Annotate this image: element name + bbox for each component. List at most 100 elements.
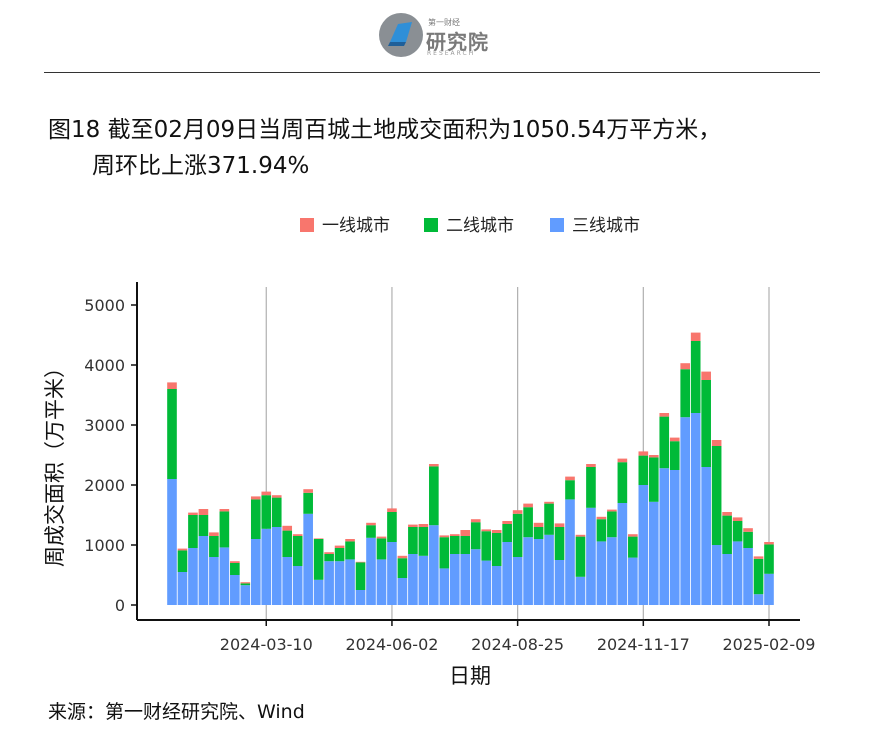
- bar-segment: [188, 548, 198, 605]
- bar-segment: [177, 548, 188, 551]
- bar-segment: [418, 527, 429, 556]
- bar-segment: [418, 524, 429, 527]
- chart-legend: 一线城市 二线城市 三线城市: [300, 216, 640, 236]
- bar-segment: [617, 462, 628, 503]
- bar-segment: [596, 516, 607, 520]
- bar-segment: [209, 557, 219, 605]
- bar-segment: [397, 555, 408, 559]
- bar-segment: [648, 455, 659, 458]
- bar-segment: [638, 451, 649, 456]
- bar-segment: [219, 509, 230, 512]
- bar-segment: [219, 511, 230, 548]
- bar-segment: [701, 371, 711, 380]
- bar-segment: [188, 512, 198, 515]
- bar-segment: [491, 533, 502, 566]
- bar-segment: [282, 525, 293, 531]
- bar-segment: [669, 441, 680, 470]
- y-tick-label: 3000: [84, 416, 125, 435]
- bar-segment: [523, 503, 533, 508]
- bar-segment: [439, 535, 450, 538]
- legend-swatch: [550, 218, 564, 232]
- bar-segment: [481, 529, 492, 532]
- figure-title-line1: 图18 截至02月09日当周百城土地成交面积为1050.54万平方米，: [48, 117, 722, 143]
- bar-segment: [250, 499, 261, 539]
- bar-segment: [230, 575, 240, 605]
- bar-segment: [701, 380, 711, 467]
- bar-segment: [230, 563, 240, 575]
- legend-swatch: [424, 218, 438, 232]
- bar-segment: [282, 557, 293, 605]
- bar-segment: [345, 559, 355, 605]
- bar-segment: [429, 466, 439, 526]
- bar-segment: [240, 583, 251, 586]
- bar-segment: [617, 503, 628, 605]
- bar-segment: [722, 554, 732, 605]
- bar-segment: [596, 541, 607, 605]
- figure-title-line2: 周环比上涨371.94%: [92, 153, 310, 179]
- legend-swatch: [300, 218, 314, 232]
- bar-segment: [324, 561, 334, 605]
- bar-segment: [334, 561, 345, 605]
- bar-segment: [470, 522, 481, 550]
- bar-segment: [429, 464, 439, 467]
- bar-segment: [429, 525, 439, 605]
- bar-segment: [418, 555, 429, 605]
- bar-segment: [250, 539, 261, 605]
- bar-segment: [544, 501, 554, 504]
- bar-segment: [397, 578, 408, 605]
- bar-segment: [387, 512, 397, 542]
- logo-emblem-icon: [379, 13, 423, 57]
- bar-segment: [345, 539, 355, 542]
- bar-segment: [586, 467, 596, 508]
- bar-segment: [209, 536, 219, 557]
- bar-segment: [334, 545, 345, 548]
- bar-segment: [575, 576, 586, 605]
- bar-segment: [638, 455, 649, 485]
- bar-segment: [292, 534, 303, 536]
- bar-segment: [460, 554, 471, 605]
- bar-segment: [188, 515, 198, 548]
- bar-segment: [240, 582, 251, 584]
- bar-segment: [680, 369, 691, 418]
- bar-segment: [711, 446, 722, 545]
- bar-segment: [491, 566, 502, 605]
- bar-segment: [554, 560, 565, 605]
- bar-segment: [198, 536, 209, 605]
- bar-segment: [449, 554, 460, 605]
- bar-segment: [648, 501, 659, 605]
- bar-segment: [167, 479, 177, 605]
- figure-title: 图18 截至02月09日当周百城土地成交面积为1050.54万平方米， 周环比上…: [48, 112, 721, 184]
- bar-segment: [523, 537, 533, 605]
- bar-segment: [313, 538, 324, 539]
- bar-segment: [743, 531, 753, 548]
- bar-segment: [366, 537, 376, 605]
- bar-segment: [376, 559, 387, 605]
- bar-segment: [439, 537, 450, 569]
- bar-segment: [397, 558, 408, 578]
- chart-axes: 0 1000 2000 3000 4000 5000 2024-03-10 2024-06-0…: [84, 282, 815, 654]
- bar-segment: [324, 552, 334, 554]
- brand-logo: 第一财经 研究院 RESEARCH: [378, 12, 508, 58]
- bar-segment: [313, 579, 324, 605]
- bar-segment: [366, 522, 376, 526]
- bar-segment: [355, 562, 366, 590]
- bar-segment: [502, 542, 512, 605]
- bar-segment: [575, 536, 586, 577]
- bar-segment: [470, 549, 481, 605]
- bar-segment: [544, 534, 554, 605]
- bar-segment: [439, 568, 450, 605]
- x-tick-label: 2024-03-10: [220, 635, 313, 654]
- bar-segment: [303, 513, 313, 605]
- bar-segment: [764, 544, 774, 574]
- bar-segment: [596, 519, 607, 542]
- bar-segment: [565, 480, 575, 500]
- bar-segment: [680, 417, 691, 605]
- bar-segment: [554, 523, 565, 527]
- bar-segment: [261, 495, 272, 529]
- chart-bars: [167, 332, 774, 605]
- bar-segment: [261, 491, 272, 496]
- bar-segment: [271, 527, 282, 605]
- bar-segment: [334, 548, 345, 562]
- bar-segment: [575, 534, 586, 537]
